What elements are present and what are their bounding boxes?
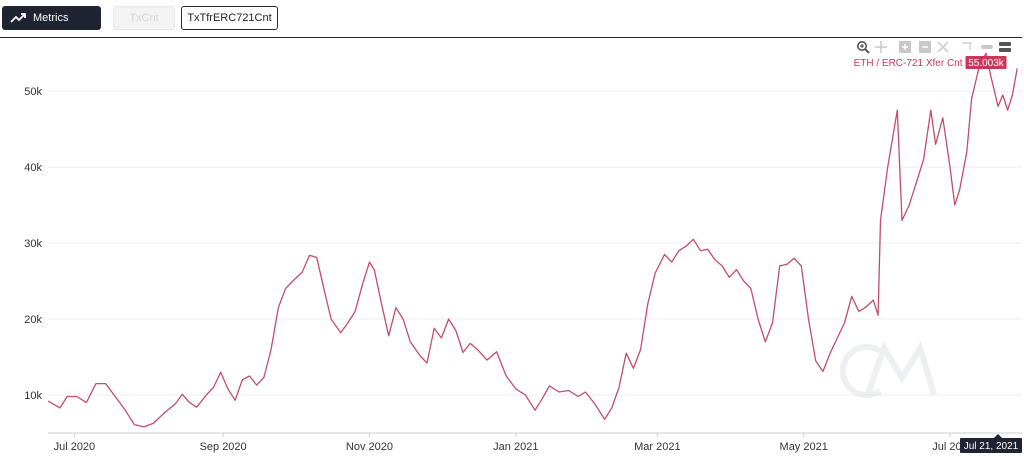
chart: 10k 20k 30k 40k 50k Jul 2020 Sep 2020 Nov 2020… (24, 52, 1022, 453)
x-tick-label: Jan 2021 (493, 441, 538, 453)
zoom-out-icon[interactable] (918, 40, 932, 54)
y-tick-label: 40k (24, 162, 42, 174)
tooltip: ETH / ERC-721 Xfer Cnt 55.003k Jul 21, 2… (854, 56, 1022, 453)
series-label: ETH / ERC-721 Xfer Cnt (854, 58, 963, 69)
pin-icon[interactable] (960, 40, 974, 54)
crosshair-icon[interactable] (874, 40, 888, 54)
chart-tools (856, 40, 1020, 54)
toolbar: Metrics TxCnt TxTfrERC721Cnt (0, 0, 1024, 38)
x-tick-label: Jul 202 (932, 441, 967, 453)
cm-watermark-logo (839, 340, 937, 398)
series-line-erc721-xfer-cnt (47, 52, 1018, 428)
zoom-box-icon[interactable] (898, 40, 912, 54)
txtfr-erc721-cnt-button[interactable]: TxTfrERC721Cnt (181, 6, 278, 30)
y-tick-label: 50k (24, 86, 42, 98)
date-badge-text: Jul 21, 2021 (964, 441, 1019, 452)
y-tick-label: 30k (24, 238, 42, 250)
reset-icon[interactable] (936, 40, 950, 54)
menu-icon[interactable] (998, 40, 1012, 54)
metrics-button[interactable]: Metrics (2, 6, 101, 30)
toolbar-divider (0, 37, 1022, 38)
metrics-button-label: Metrics (33, 12, 69, 24)
minimize-icon[interactable] (980, 40, 994, 54)
y-tick-label: 10k (24, 390, 42, 402)
date-badge (960, 438, 1022, 453)
y-tick-label: 20k (24, 314, 42, 326)
date-badge-pointer (994, 434, 1003, 438)
zoom-in-icon[interactable] (856, 40, 870, 54)
x-tick-label: Mar 2021 (634, 441, 680, 453)
x-axis: Jul 2020 Sep 2020 Nov 2020 Jan 2021 Mar 2021… (54, 433, 968, 453)
x-tick-label: Nov 2020 (346, 441, 393, 453)
txcnt-button[interactable]: TxCnt (113, 6, 175, 30)
value-badge (965, 56, 1007, 69)
x-tick-label: Jul 2020 (54, 441, 96, 453)
value-badge-text: 55.003k (968, 58, 1005, 69)
trending-up-icon (10, 13, 26, 23)
x-tick-label: May 2021 (780, 441, 828, 453)
y-axis: 10k 20k 30k 40k 50k (24, 86, 42, 402)
x-tick-label: Sep 2020 (200, 441, 247, 453)
